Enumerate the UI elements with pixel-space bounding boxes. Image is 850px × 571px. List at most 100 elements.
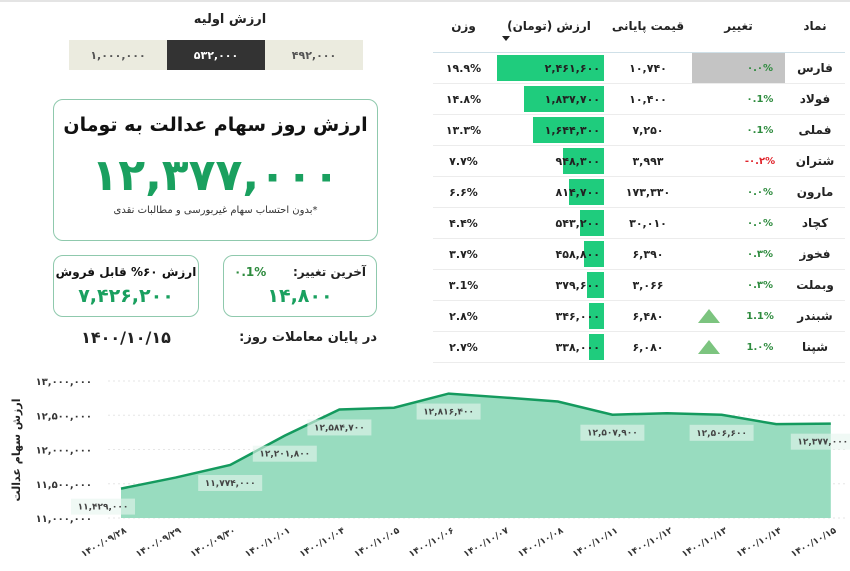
table-row[interactable]: شپنا 1.۰% ۶,۰۸۰ ۳۳۸,۰۰۰ ۲.۷%	[433, 332, 845, 363]
data-label-box	[71, 498, 135, 515]
cell-symbol: فخوز	[799, 247, 831, 261]
header-weight[interactable]: وزن	[451, 19, 476, 33]
cell-close-price: ۶,۳۹۰	[632, 247, 664, 261]
trading-day-label: در پایان معاملات روز:	[239, 330, 377, 345]
cell-weight: ۳.1%	[448, 278, 479, 292]
cell-weight: ۱۳.۳%	[445, 123, 482, 137]
data-label: ۱۲,۲۰۱,۸۰۰	[259, 450, 310, 460]
cell-close-price: ۷,۲۵۰	[632, 123, 664, 137]
cell-change: 1.۰%	[692, 332, 785, 362]
sellable-value-card: ارزش ۶۰% قابل فروش ۷,۴۲۶,۲۰۰	[53, 255, 199, 317]
change-percent: ۰.۳%	[746, 248, 774, 260]
initial-value-option-532000[interactable]: ۵۳۲,۰۰۰	[167, 40, 265, 70]
value-text: ۱,۸۳۷,۷۰۰	[544, 92, 600, 106]
cell-value: ۸۱۴,۷۰۰	[494, 177, 604, 207]
value-bar	[563, 148, 604, 174]
value-text: ۱,۶۴۴,۳۰۰	[544, 123, 600, 137]
initial-value-selector[interactable]: ۱,۰۰۰,۰۰۰ ۵۳۲,۰۰۰ ۴۹۲,۰۰۰	[69, 40, 363, 70]
up-triangle-icon	[698, 340, 720, 354]
cell-value: ۳۷۹,۶۰۰	[494, 270, 604, 300]
last-change-title: آخرین تغییر:	[292, 265, 366, 279]
table-row[interactable]: فخوز ۰.۳% ۶,۳۹۰ ۴۵۸,۸۰۰ ۳.۷%	[433, 239, 845, 270]
cell-change: ۰.1%	[692, 115, 785, 145]
last-change-percent: ۰.1%	[234, 265, 267, 279]
up-triangle-icon	[698, 309, 720, 323]
header-close-price[interactable]: قیمت پایانی	[611, 19, 685, 33]
cell-close-price: ۳۰,۰۱۰	[629, 216, 667, 230]
data-label-box	[580, 424, 645, 441]
table-body: فارس ۰.۰% ۱۰,۷۴۰ ۲,۴۶۱,۶۰۰ ۱۹.۹% فولاد ۰.…	[433, 53, 845, 363]
top-divider	[0, 0, 850, 2]
data-label: ۱۲,۵۰۷,۹۰۰	[587, 429, 638, 439]
x-tick-label: ۱۴۰۰/۱۰/۱۱	[571, 526, 620, 560]
cell-change: ۰.۳%	[692, 270, 785, 300]
x-tick-label: ۱۴۰۰/۰۹/۲۸	[80, 526, 129, 560]
table-row[interactable]: کچاد ۰.۰% ۳۰,۰۱۰ ۵۴۳,۲۰۰ ۴.۴%	[433, 208, 845, 239]
data-label-box	[689, 424, 754, 441]
value-history-chart: ۱۱,۰۰۰,۰۰۰ ۱۱,۵۰۰,۰۰۰ ۱۲,۰۰۰,۰۰۰ ۱۲,۵۰۰,۰۰۰…	[10, 377, 850, 560]
cell-symbol: شپنا	[801, 340, 829, 354]
x-tick-label: ۱۴۰۰/۱۰/۰۶	[407, 526, 456, 560]
last-change-amount: ۱۴,۸۰۰	[267, 285, 333, 307]
data-label-box	[790, 433, 850, 450]
table-row[interactable]: شتران -۰.۲% ۳,۹۹۳ ۹۴۸,۳۰۰ ۷.۷%	[433, 146, 845, 177]
cell-change: ۰.۰%	[692, 208, 785, 238]
cell-symbol: مارون	[796, 185, 834, 199]
change-percent: 1.۰%	[746, 341, 774, 353]
value-text: ۳۷۹,۶۰۰	[555, 278, 600, 292]
x-tick-label: ۱۴۰۰/۱۰/۱۴	[735, 526, 784, 560]
y-tick-label: ۱۱,۰۰۰,۰۰۰	[36, 514, 92, 525]
value-bar	[584, 241, 604, 267]
cell-symbol: شتران	[795, 154, 835, 168]
table-row[interactable]: شبندر 1.1% ۶,۴۸۰ ۳۴۶,۰۰۰ ۲.۸%	[433, 301, 845, 332]
value-text: ۴۵۸,۸۰۰	[555, 247, 600, 261]
change-percent: ۰.1%	[746, 124, 774, 136]
data-label: ۱۲,۳۷۷,۰۰۰	[797, 438, 848, 448]
value-line	[120, 392, 831, 490]
table-row[interactable]: مارون ۰.۰% ۱۷۳,۳۳۰ ۸۱۴,۷۰۰ ۶.۶%	[433, 177, 845, 208]
cell-close-price: ۱۰,۷۴۰	[629, 61, 667, 75]
change-percent: ۰.۳%	[746, 279, 774, 291]
cell-weight: ۱۴.۸%	[445, 92, 482, 106]
cell-change: ۰.۳%	[692, 239, 785, 269]
cell-change: 1.1%	[692, 301, 785, 331]
value-text: ۵۴۳,۲۰۰	[555, 216, 600, 230]
cell-close-price: ۶,۰۸۰	[632, 340, 664, 354]
cell-change: ۰.۰%	[692, 177, 785, 207]
table-row[interactable]: فولاد ۰.1% ۱۰,۴۰۰ ۱,۸۳۷,۷۰۰ ۱۴.۸%	[433, 84, 845, 115]
value-bar	[589, 303, 604, 329]
cell-weight: ۷.۷%	[449, 154, 478, 168]
header-symbol[interactable]: نماد	[803, 19, 827, 33]
cell-value: ۹۴۸,۳۰۰	[494, 146, 604, 176]
current-value-note: *بدون احتساب سهام غیربورسی و مطالبات نقد…	[113, 205, 318, 216]
initial-value-option-1000000[interactable]: ۱,۰۰۰,۰۰۰	[69, 40, 167, 70]
header-change[interactable]: تغییر	[724, 19, 753, 33]
cell-value: ۵۴۳,۲۰۰	[494, 208, 604, 238]
change-percent: 1.1%	[746, 310, 774, 322]
data-label: ۱۱,۴۲۹,۰۰۰	[78, 503, 129, 513]
y-tick-label: ۱۲,۵۰۰,۰۰۰	[36, 411, 92, 422]
table-row[interactable]: فارس ۰.۰% ۱۰,۷۴۰ ۲,۴۶۱,۶۰۰ ۱۹.۹%	[433, 53, 845, 84]
value-bar	[524, 86, 604, 112]
table-row[interactable]: وبملت ۰.۳% ۳,۰۶۶ ۳۷۹,۶۰۰ ۳.1%	[433, 270, 845, 301]
initial-value-title: ارزش اولیه	[193, 12, 267, 27]
cell-change: ۰.1%	[692, 84, 785, 114]
area-fill	[121, 393, 831, 518]
sellable-value-amount: ۷,۴۲۶,۲۰۰	[78, 285, 174, 307]
x-tick-label: ۱۴۰۰/۱۰/۰۴	[298, 526, 347, 560]
y-tick-label: ۱۳,۰۰۰,۰۰۰	[36, 377, 92, 388]
header-value[interactable]: ارزش (تومان)	[494, 19, 604, 41]
data-label-box	[307, 419, 372, 436]
cell-weight: ۱۹.۹%	[445, 61, 482, 75]
cell-value: ۱,۶۴۴,۳۰۰	[494, 115, 604, 145]
cell-value: ۳۳۸,۰۰۰	[494, 332, 604, 362]
cell-value: ۱,۸۳۷,۷۰۰	[494, 84, 604, 114]
sellable-value-title: ارزش ۶۰% قابل فروش	[55, 265, 197, 279]
change-percent: ۰.1%	[746, 93, 774, 105]
table-header: نماد تغییر قیمت پایانی ارزش (تومان) وزن	[433, 0, 845, 53]
value-bar	[580, 210, 604, 236]
cell-weight: ۴.۴%	[449, 216, 478, 230]
initial-value-option-492000[interactable]: ۴۹۲,۰۰۰	[265, 40, 363, 70]
cell-close-price: ۳,۹۹۳	[632, 154, 664, 168]
table-row[interactable]: فملی ۰.1% ۷,۲۵۰ ۱,۶۴۴,۳۰۰ ۱۳.۳%	[433, 115, 845, 146]
